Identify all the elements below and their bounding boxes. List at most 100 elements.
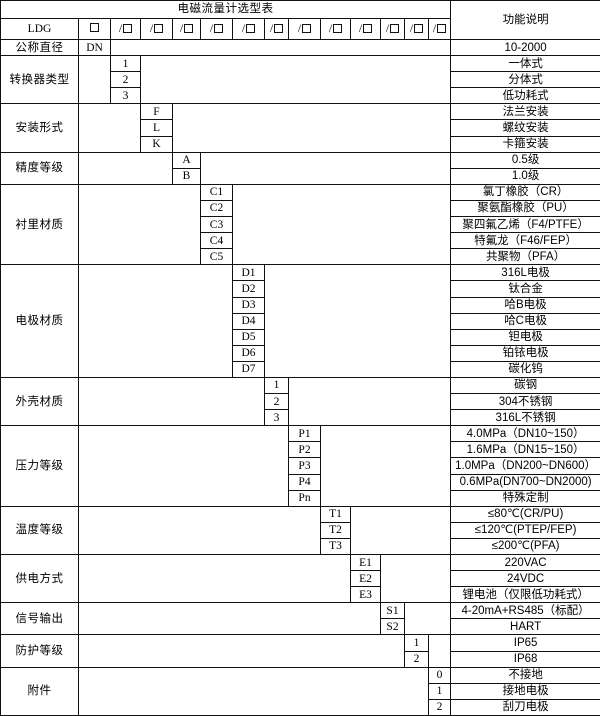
option-description: 1.0级	[450, 167, 600, 185]
option-description: 220VAC	[450, 553, 600, 572]
staircase-left-filler	[78, 505, 321, 556]
empty-code-box-icon[interactable]	[123, 23, 133, 33]
model-code-slot[interactable]: /	[140, 18, 173, 40]
option-code[interactable]: C3	[200, 216, 233, 234]
option-code[interactable]: S2	[380, 618, 405, 636]
option-description: 低功耗式	[450, 87, 600, 105]
staircase-right-filler	[139, 55, 452, 105]
model-code-slot[interactable]: /	[110, 18, 141, 40]
model-code-slot[interactable]: /	[427, 18, 452, 40]
option-description: 锂电池（仅限低功耗式）	[450, 586, 600, 604]
option-code[interactable]: D2	[232, 280, 265, 298]
option-code[interactable]: 3	[264, 409, 289, 427]
option-code[interactable]: P4	[288, 473, 321, 491]
option-description: 卡箍安装	[450, 135, 600, 153]
option-description: 哈B电极	[450, 296, 600, 314]
option-code[interactable]: E2	[350, 570, 381, 588]
option-code[interactable]: C5	[200, 248, 233, 266]
option-code[interactable]: Pn	[288, 489, 321, 507]
option-code[interactable]: P2	[288, 441, 321, 459]
option-code[interactable]: DN	[78, 38, 111, 57]
option-code[interactable]: 1	[404, 634, 429, 652]
option-description: 0.6MPa(DN700~DN2000)	[450, 473, 600, 491]
model-code-slot[interactable]: /	[288, 18, 321, 40]
option-code[interactable]: T3	[320, 537, 351, 556]
option-code[interactable]: F	[140, 103, 173, 121]
option-code[interactable]: E3	[350, 586, 381, 604]
option-description: 特殊定制	[450, 489, 600, 507]
option-description: ≤120℃(PTEP/FEP)	[450, 521, 600, 539]
option-code[interactable]: E1	[350, 553, 381, 572]
option-code[interactable]: S1	[380, 602, 405, 620]
model-code-slot[interactable]: /	[380, 18, 405, 40]
option-code[interactable]: C1	[200, 183, 233, 201]
empty-code-box-icon[interactable]	[154, 23, 164, 33]
option-code[interactable]: D1	[232, 264, 265, 282]
empty-code-box-icon[interactable]	[363, 23, 373, 33]
option-description: 聚氨酯橡胶（PU）	[450, 199, 600, 218]
option-code[interactable]: A	[172, 151, 201, 169]
staircase-left-filler	[78, 553, 351, 604]
option-description: 0.5级	[450, 151, 600, 169]
empty-code-box-icon[interactable]	[90, 22, 99, 32]
empty-code-box-icon[interactable]	[414, 23, 424, 33]
slash-separator: /	[209, 21, 214, 36]
option-code[interactable]: 2	[264, 393, 289, 411]
option-code[interactable]: 1	[427, 682, 452, 700]
slash-separator: /	[385, 21, 390, 36]
option-description: 铂铱电极	[450, 344, 600, 362]
option-code[interactable]: P1	[288, 425, 321, 443]
model-code-slot[interactable]: /	[350, 18, 381, 40]
empty-code-box-icon[interactable]	[302, 23, 312, 33]
staircase-left-filler	[78, 425, 289, 507]
staircase-right-filler	[427, 634, 452, 668]
option-description: IP65	[450, 634, 600, 652]
empty-code-box-icon[interactable]	[390, 23, 400, 33]
option-code[interactable]: D6	[232, 344, 265, 362]
model-code-slot[interactable]: /	[264, 18, 289, 40]
option-code[interactable]: D5	[232, 328, 265, 346]
empty-code-box-icon[interactable]	[437, 23, 447, 33]
model-code-slot[interactable]: /	[200, 18, 233, 40]
option-description: ≤200℃(PFA)	[450, 537, 600, 556]
option-code[interactable]: P3	[288, 457, 321, 475]
empty-code-box-icon[interactable]	[246, 23, 256, 33]
model-code-slot[interactable]: /	[320, 18, 351, 40]
option-code[interactable]: 0	[427, 666, 452, 684]
option-code[interactable]: D4	[232, 312, 265, 330]
empty-code-box-icon[interactable]	[333, 23, 343, 33]
option-code[interactable]: C4	[200, 232, 233, 250]
option-description: 316L电极	[450, 264, 600, 282]
option-code[interactable]: B	[172, 167, 201, 185]
staircase-left-filler	[78, 634, 405, 668]
empty-code-box-icon[interactable]	[214, 23, 224, 33]
option-code[interactable]: 2	[427, 698, 452, 716]
option-code[interactable]: L	[140, 119, 173, 137]
option-code[interactable]: 2	[404, 650, 429, 668]
slash-separator: /	[241, 21, 246, 36]
option-code[interactable]: D7	[232, 360, 265, 378]
option-description: 刮刀电极	[450, 698, 600, 716]
option-code[interactable]: T2	[320, 521, 351, 539]
option-code[interactable]: D3	[232, 296, 265, 314]
option-code[interactable]: 2	[110, 71, 141, 89]
empty-code-box-icon[interactable]	[184, 23, 194, 33]
option-code[interactable]: 1	[110, 55, 141, 73]
staircase-left-filler	[78, 602, 381, 636]
model-code-slot[interactable]: /	[172, 18, 201, 40]
model-code-slot[interactable]: /	[232, 18, 265, 40]
group-label: 温度等级	[0, 505, 79, 556]
option-description: 316L不锈钢	[450, 409, 600, 427]
option-code[interactable]: 3	[110, 87, 141, 105]
empty-code-box-icon[interactable]	[274, 23, 284, 33]
option-code[interactable]: 1	[264, 376, 289, 395]
option-code[interactable]: T1	[320, 505, 351, 523]
group-label: 转换器类型	[0, 55, 79, 105]
option-description: 分体式	[450, 71, 600, 89]
option-code[interactable]: C2	[200, 199, 233, 218]
model-code-slot[interactable]: /	[404, 18, 429, 40]
staircase-left-filler	[78, 103, 141, 153]
model-code-slot[interactable]	[78, 18, 111, 40]
option-code[interactable]: K	[140, 135, 173, 153]
